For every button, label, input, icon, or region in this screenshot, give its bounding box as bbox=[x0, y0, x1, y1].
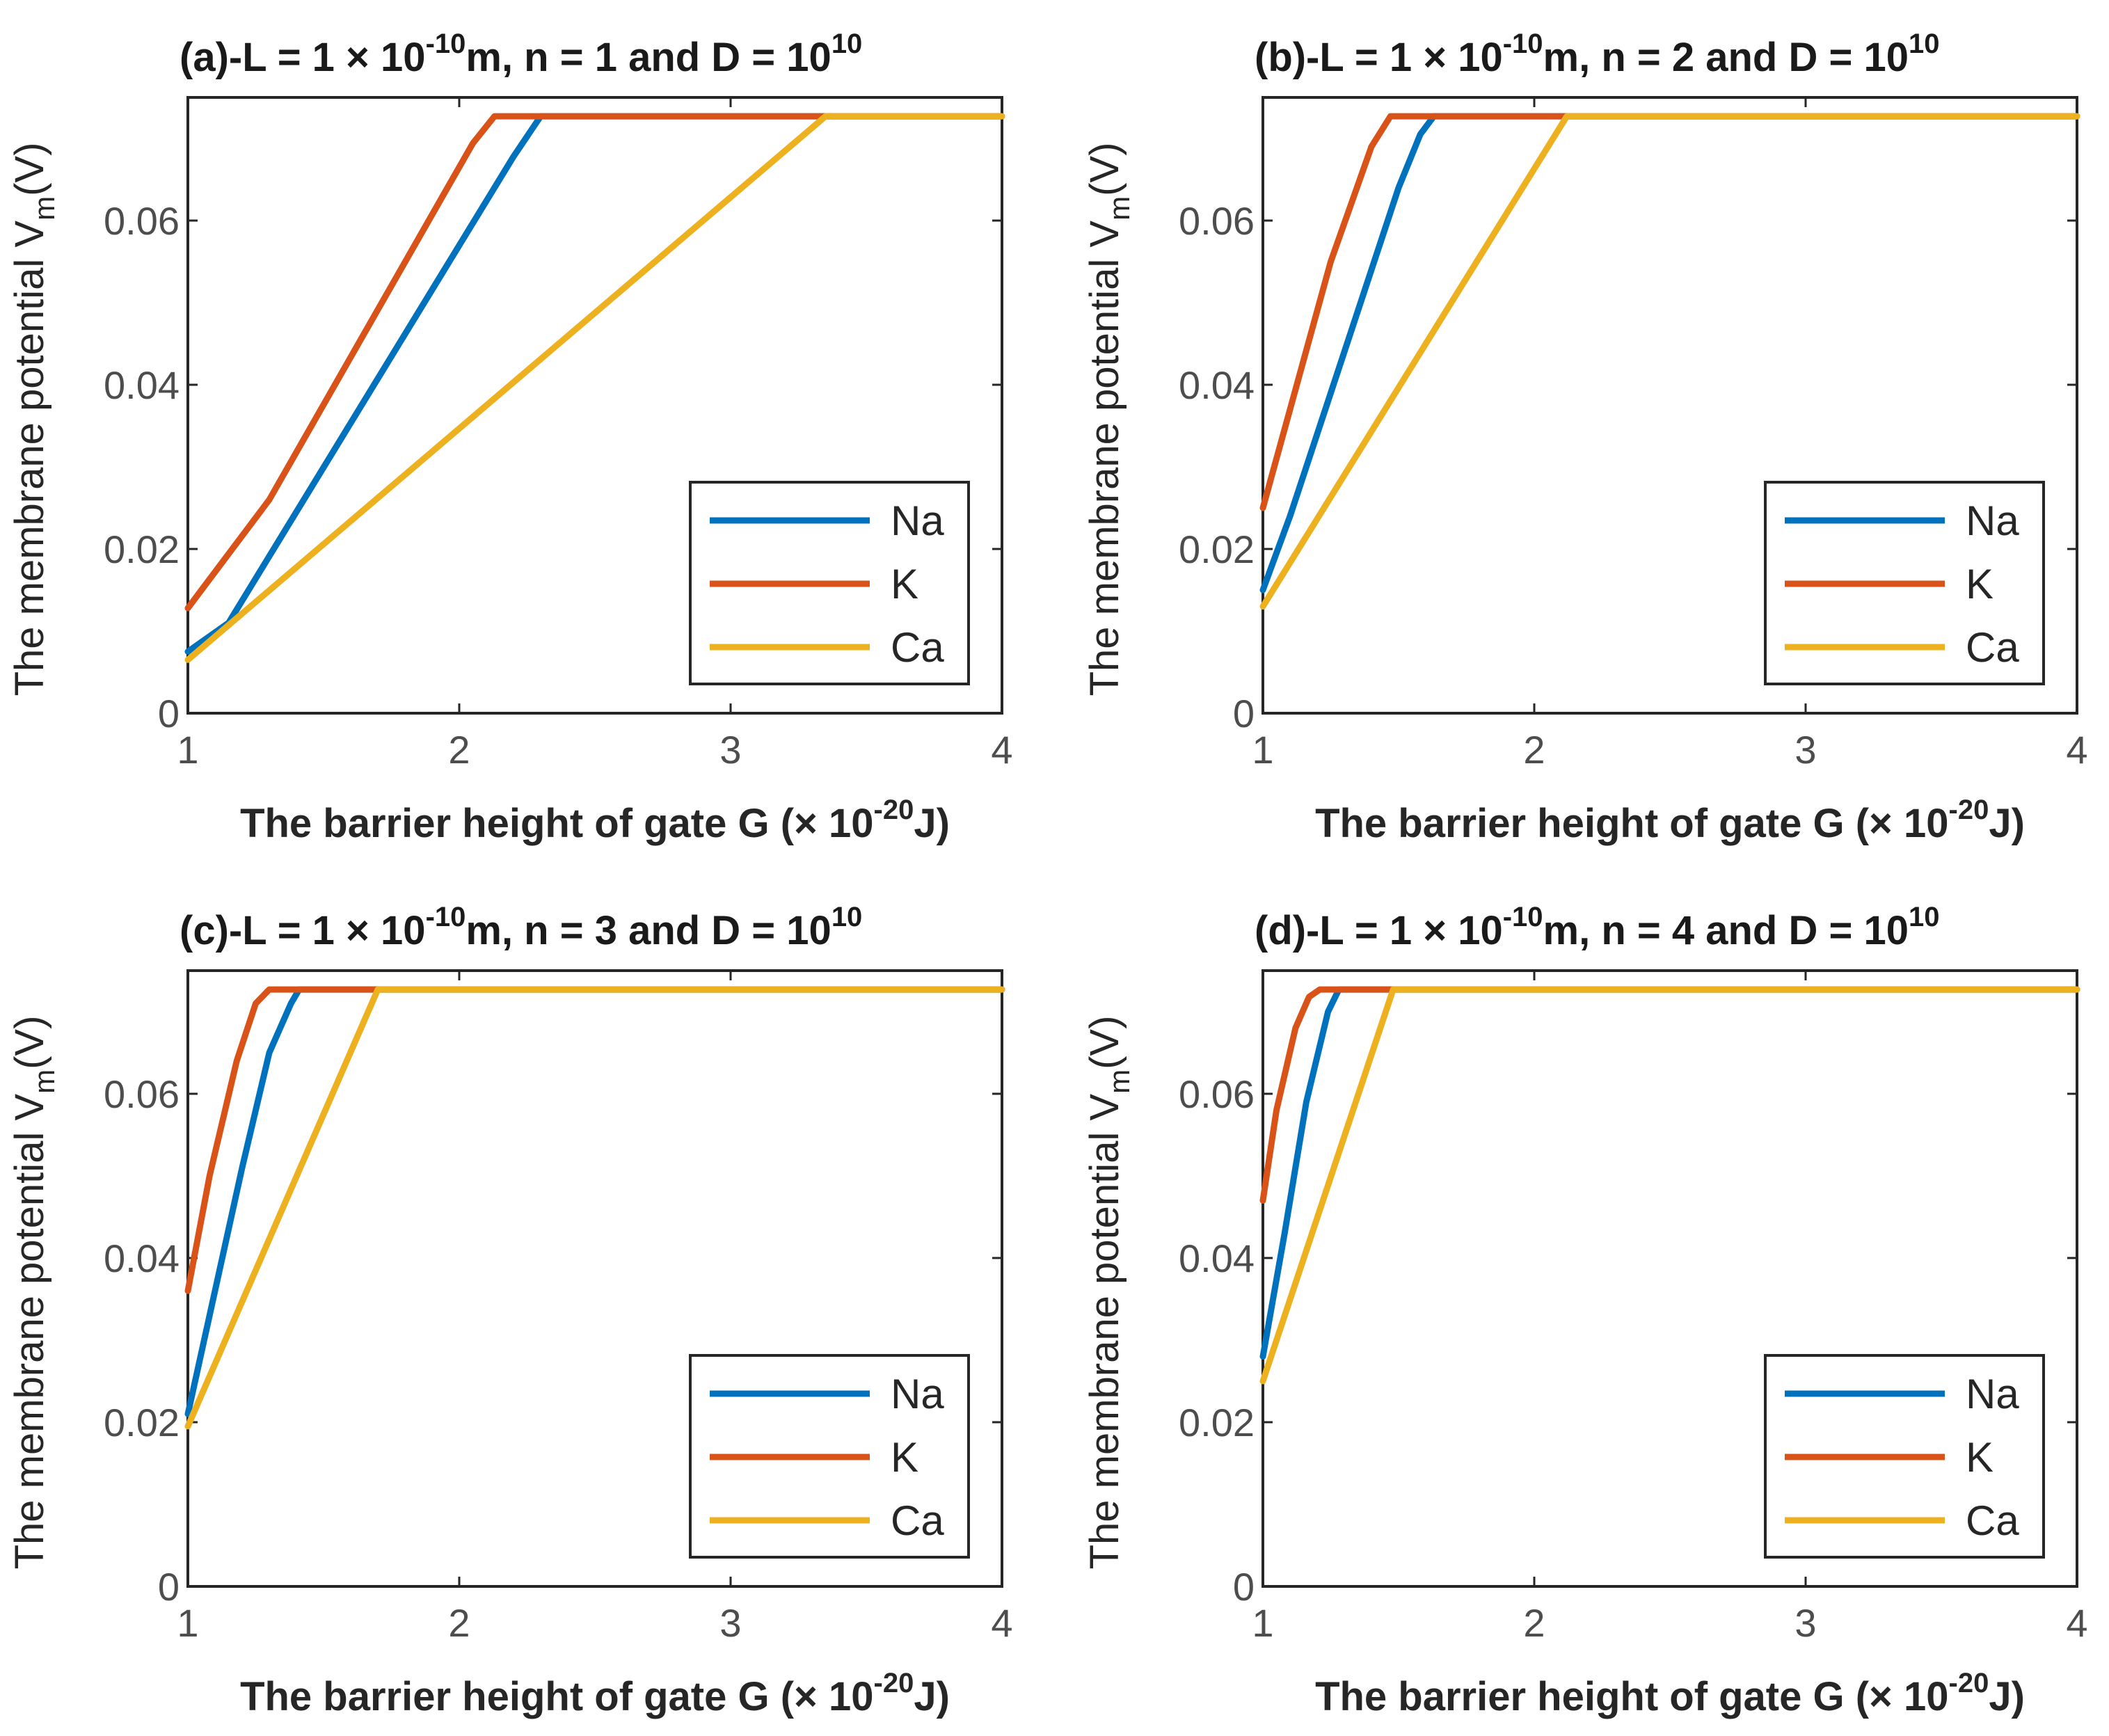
chart-panel-d: 1 2 3 4 0 0.02 0.04 0.06 Na K Ca (d)-L = 1 × 10-10m… bbox=[1082, 902, 2088, 1719]
y-tick-label: 0.06 bbox=[104, 199, 180, 243]
legend-label-k: K bbox=[1966, 1434, 1993, 1481]
x-tick-label: 2 bbox=[1523, 728, 1545, 772]
x-tick-label: 1 bbox=[1252, 1601, 1273, 1645]
y-tick-label: 0 bbox=[158, 692, 180, 735]
y-tick-label: 0.02 bbox=[104, 1401, 180, 1444]
series-line-k bbox=[184, 113, 1005, 612]
legend-label-k: K bbox=[891, 561, 918, 607]
legend: Na K Ca bbox=[1764, 481, 2045, 685]
x-axis-label: The barrier height of gate G (× 10-20J) bbox=[240, 795, 950, 846]
series-line-ca bbox=[1259, 986, 2080, 1385]
x-tick-label: 4 bbox=[2066, 728, 2087, 772]
y-axis-label: The membrane potential Vm(V) bbox=[7, 1016, 61, 1570]
x-tick-label: 1 bbox=[1252, 728, 1273, 772]
x-tick-label: 4 bbox=[2066, 1601, 2087, 1645]
y-axis-label: The membrane potential Vm(V) bbox=[7, 143, 61, 696]
series-line-ca bbox=[184, 986, 1005, 1430]
y-tick-label: 0.02 bbox=[104, 527, 180, 571]
legend-label-na: Na bbox=[891, 497, 944, 544]
x-tick-label: 2 bbox=[448, 1601, 470, 1645]
chart-title: (b)-L = 1 × 10-10m, n = 2 and D = 1010 bbox=[1255, 29, 1939, 80]
chart-title: (c)-L = 1 × 10-10m, n = 3 and D = 1010 bbox=[180, 902, 862, 953]
legend-label-k: K bbox=[891, 1434, 918, 1481]
x-axis-label: The barrier height of gate G (× 10-20J) bbox=[240, 1668, 950, 1719]
series-line-ca bbox=[1259, 113, 2080, 610]
legend-label-na: Na bbox=[1966, 497, 2019, 544]
x-tick-label: 2 bbox=[448, 728, 470, 772]
y-tick-label: 0.04 bbox=[104, 1236, 180, 1280]
y-tick-label: 0.04 bbox=[1179, 1236, 1255, 1280]
x-tick-label: 4 bbox=[991, 728, 1012, 772]
legend: Na K Ca bbox=[689, 1354, 970, 1559]
legend: Na K Ca bbox=[689, 481, 970, 685]
x-tick-label: 2 bbox=[1523, 1601, 1545, 1645]
legend-label-ca: Ca bbox=[1966, 624, 2019, 671]
y-tick-label: 0.04 bbox=[104, 363, 180, 407]
x-tick-label: 3 bbox=[719, 728, 741, 772]
x-tick-label: 1 bbox=[177, 1601, 198, 1645]
x-tick-label: 4 bbox=[991, 1601, 1012, 1645]
chart-panel-a: 1 2 3 4 0 0.02 0.04 0.06 Na K Ca (a)-L = 1 × 10-10m… bbox=[7, 29, 1013, 846]
legend-label-ca: Ca bbox=[1966, 1497, 2019, 1544]
x-axis-label: The barrier height of gate G (× 10-20J) bbox=[1315, 795, 2025, 846]
series-line-ca bbox=[184, 113, 1005, 663]
chart-panel-c: 1 2 3 4 0 0.02 0.04 0.06 Na K Ca (c)-L = 1 × 10-10m… bbox=[7, 902, 1013, 1719]
x-tick-label: 3 bbox=[1794, 728, 1816, 772]
y-tick-label: 0.06 bbox=[104, 1072, 180, 1116]
y-tick-label: 0.02 bbox=[1179, 527, 1255, 571]
legend-label-na: Na bbox=[1966, 1371, 2019, 1417]
y-tick-label: 0.02 bbox=[1179, 1401, 1255, 1444]
y-axis-label: The membrane potential Vm(V) bbox=[1082, 143, 1136, 696]
x-tick-label: 3 bbox=[719, 1601, 741, 1645]
chart-panel-b: 1 2 3 4 0 0.02 0.04 0.06 Na K Ca (b)-L = 1 × 10-10m… bbox=[1082, 29, 2088, 846]
x-tick-label: 1 bbox=[177, 728, 198, 772]
chart-title: (d)-L = 1 × 10-10m, n = 4 and D = 1010 bbox=[1255, 902, 1939, 953]
y-tick-label: 0 bbox=[1233, 1565, 1255, 1609]
y-tick-label: 0 bbox=[1233, 692, 1255, 735]
x-axis-label: The barrier height of gate G (× 10-20J) bbox=[1315, 1668, 2025, 1719]
legend-label-na: Na bbox=[891, 1371, 944, 1417]
chart-title: (a)-L = 1 × 10-10m, n = 1 and D = 1010 bbox=[180, 29, 862, 80]
y-axis-label: The membrane potential Vm(V) bbox=[1082, 1016, 1136, 1570]
y-tick-label: 0 bbox=[158, 1565, 180, 1609]
legend: Na K Ca bbox=[1764, 1354, 2045, 1559]
y-tick-label: 0.06 bbox=[1179, 199, 1255, 243]
x-tick-label: 3 bbox=[1794, 1601, 1816, 1645]
legend-label-ca: Ca bbox=[891, 624, 944, 671]
series-line-k bbox=[1259, 113, 2080, 511]
y-tick-label: 0.06 bbox=[1179, 1072, 1255, 1116]
legend-label-ca: Ca bbox=[891, 1497, 944, 1544]
y-tick-label: 0.04 bbox=[1179, 363, 1255, 407]
legend-label-k: K bbox=[1966, 561, 1993, 607]
